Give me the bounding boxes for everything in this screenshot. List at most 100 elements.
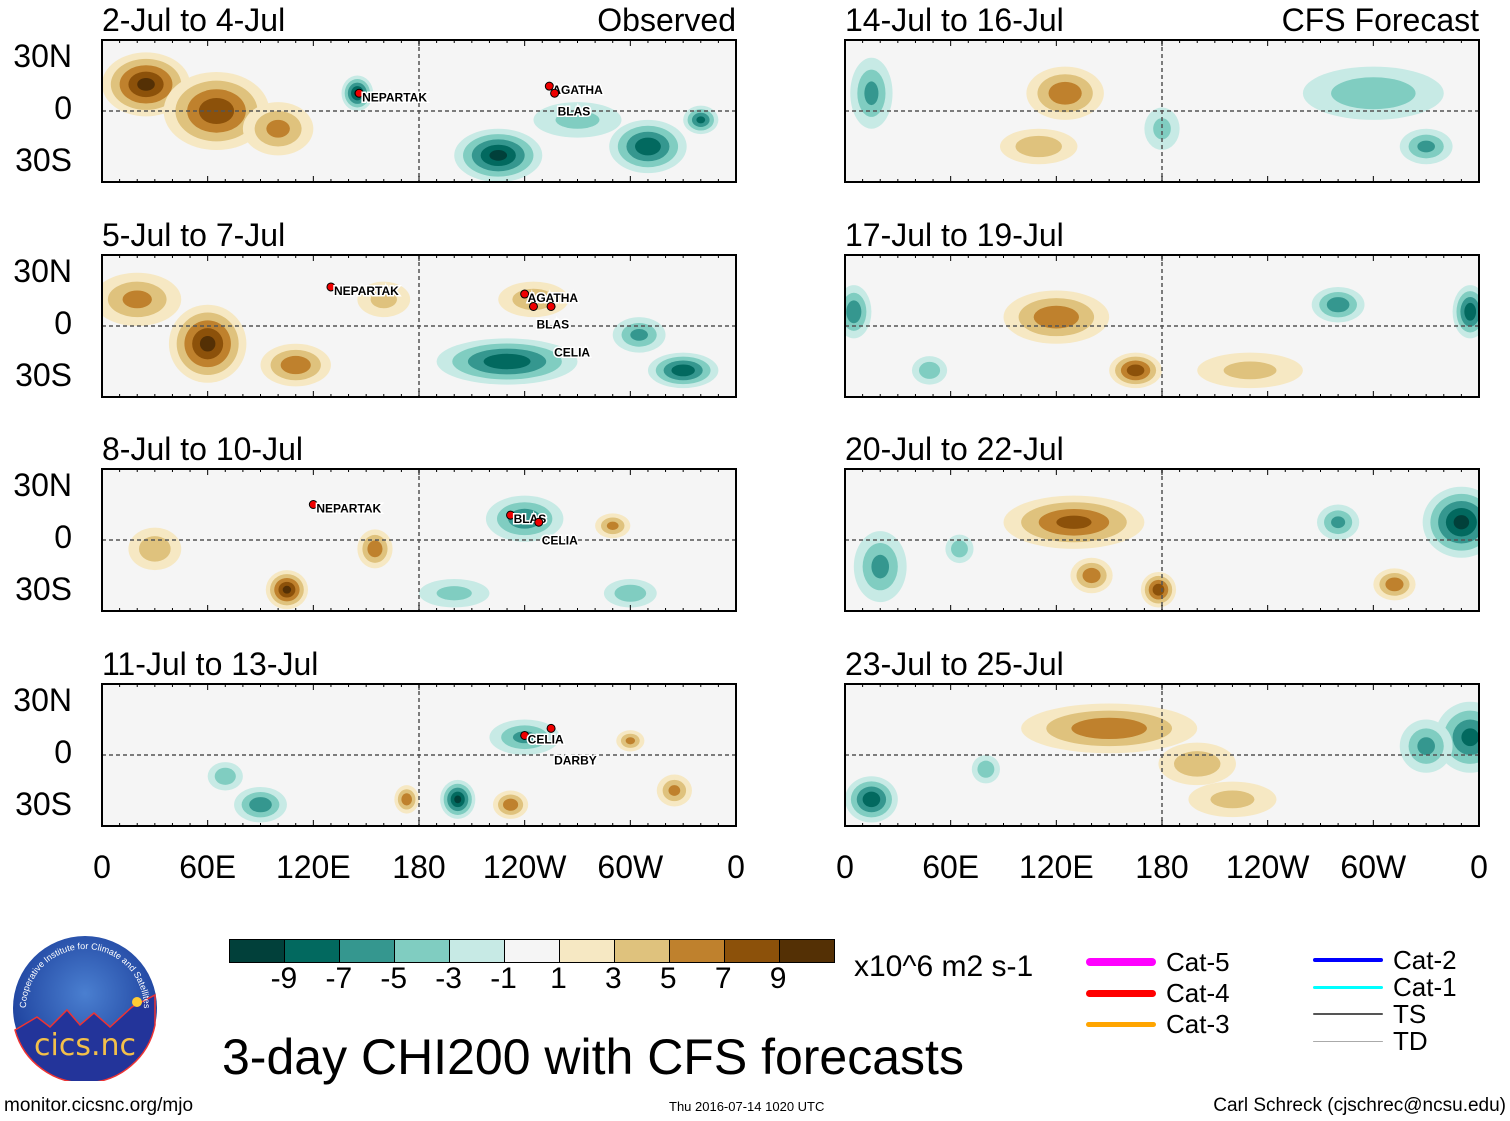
colorbar-tick-label: 9 <box>769 962 787 995</box>
anomaly-contour <box>696 116 706 124</box>
anomaly-contour <box>489 150 508 161</box>
legend-label: TS <box>1393 999 1427 1029</box>
colorbar-tick-label: 3 <box>605 962 622 995</box>
lat-label-1: 0 <box>54 305 72 341</box>
anomaly-contour <box>370 290 397 309</box>
footer-url[interactable]: monitor.cicsnc.org/mjo <box>4 1095 194 1116</box>
storm-marker <box>550 88 560 98</box>
colorbar-swatch <box>669 940 724 962</box>
anomaly-contour <box>1126 364 1145 377</box>
anomaly-contour <box>1152 583 1165 596</box>
map-panel <box>844 39 1480 183</box>
lat-label-2: 30S <box>15 786 72 822</box>
panel-title: 11-Jul to 13-Jul <box>102 646 319 682</box>
anomaly-contour <box>951 540 968 558</box>
anomaly-contour <box>199 335 216 352</box>
lat-label-2: 30S <box>15 142 72 178</box>
lat-label-1: 0 <box>54 90 72 126</box>
storm-marker <box>308 500 318 509</box>
storm-label: AGATHA <box>528 291 579 305</box>
storm-marker <box>506 510 516 520</box>
storm-label: CELIA <box>528 732 564 746</box>
legend-line-cat-3 <box>1086 1021 1156 1027</box>
anomaly-contour <box>1417 140 1435 153</box>
lon-label-5: 60W <box>597 849 664 885</box>
anomaly-contour <box>1461 728 1479 747</box>
anomaly-contour <box>862 791 881 808</box>
lon-label-3: 180 <box>392 849 446 885</box>
panel-title: 14-Jul to 16-Jul <box>845 2 1064 38</box>
anomaly-contour <box>614 584 647 602</box>
cicsnc-logo: Cooperative Institute for Climate and Sa… <box>13 936 157 1081</box>
legend-line-cat-2 <box>1313 958 1383 962</box>
anomaly-contour <box>1173 751 1221 777</box>
storm-label: BLAS <box>558 104 591 118</box>
map-panel: NEPARTAK AGATHA BLAS CELIA <box>101 254 737 398</box>
anomaly-contour <box>282 585 292 594</box>
legend-label: Cat-1 <box>1393 972 1457 1002</box>
anomaly-contour <box>630 328 648 341</box>
lon-label-5: 60W <box>1340 849 1407 885</box>
anomaly-contour <box>1223 361 1277 380</box>
lon-label-4: 120W <box>482 849 567 885</box>
anomaly-contour <box>555 111 600 129</box>
colorbar-tick-label: 1 <box>550 962 567 995</box>
anomaly-contour <box>1331 77 1416 110</box>
lat-label-1: 0 <box>54 519 72 555</box>
colorbar <box>229 939 835 963</box>
storm-label: BLAS <box>536 317 569 331</box>
map-panel <box>844 468 1480 612</box>
anomaly-contour <box>503 798 519 811</box>
storm-marker <box>546 301 556 311</box>
colorbar-tick-label: -1 <box>490 962 517 995</box>
anomaly-contour <box>436 586 472 601</box>
legend-line-cat-5 <box>1086 958 1156 966</box>
colorbar-units: x10^6 m2 s-1 <box>854 950 1034 983</box>
storm-label: DARBY <box>554 753 597 767</box>
anomaly-contour <box>635 137 661 156</box>
storm-label: AGATHA <box>552 83 603 97</box>
logo-text: cics.nc <box>34 1028 136 1063</box>
panel-title: 20-Jul to 22-Jul <box>845 431 1064 467</box>
anomaly-contour <box>668 785 681 796</box>
anomaly-contour <box>1331 516 1346 529</box>
colorbar-swatch <box>614 940 669 962</box>
lon-label-6: 0 <box>727 849 745 885</box>
lat-label-0: 30N <box>13 38 72 74</box>
anomaly-contour <box>249 797 272 813</box>
legend-label: Cat-3 <box>1166 1009 1230 1039</box>
figure-title: 3-day CHI200 with CFS forecasts <box>222 1029 964 1085</box>
anomaly-contour <box>918 361 941 379</box>
anomaly-contour <box>1056 515 1092 529</box>
storm-label: NEPARTAK <box>362 90 427 104</box>
anomaly-contour <box>1385 577 1404 592</box>
lon-label-3: 180 <box>1135 849 1189 885</box>
map-panel <box>844 254 1480 398</box>
map-panel <box>844 683 1480 827</box>
legend-line-td <box>1313 1040 1383 1042</box>
storm-marker <box>534 517 544 527</box>
legend-line-cat-4 <box>1086 989 1156 997</box>
lat-label-0: 30N <box>13 253 72 289</box>
anomaly-contour <box>266 119 290 138</box>
colorbar-swatch <box>230 940 284 962</box>
anomaly-contour <box>367 540 383 558</box>
colorbar-tick-label: 7 <box>714 962 732 995</box>
anomaly-contour <box>1153 118 1171 140</box>
colorbar-tick-label: -5 <box>380 962 408 995</box>
storm-label: NEPARTAK <box>334 284 399 298</box>
lat-label-0: 30N <box>13 682 72 718</box>
anomaly-contour <box>401 793 412 806</box>
panel-title: 17-Jul to 19-Jul <box>845 217 1064 253</box>
lat-label-0: 30N <box>13 467 72 503</box>
legend-label: Cat-4 <box>1166 978 1230 1008</box>
anomaly-contour <box>625 737 636 745</box>
legend-label: TD <box>1393 1026 1428 1056</box>
anomaly-contour <box>846 300 862 324</box>
map-panel: CELIA DARBY <box>101 683 737 827</box>
anomaly-contour <box>1071 717 1147 740</box>
storm-marker <box>520 730 530 740</box>
lon-label-1: 60E <box>179 849 237 885</box>
lon-label-0: 0 <box>836 849 854 885</box>
